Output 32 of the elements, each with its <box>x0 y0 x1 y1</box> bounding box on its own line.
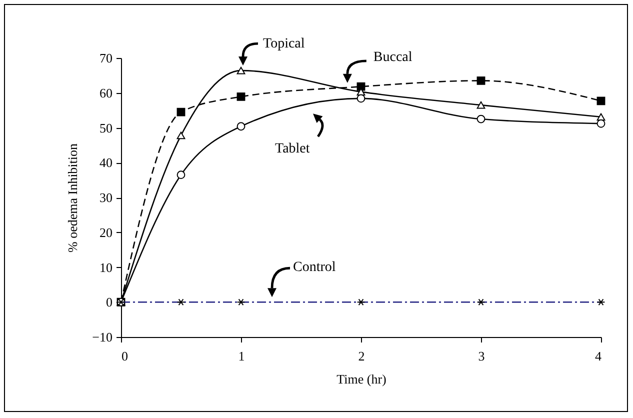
y-axis-title: % oedema Inhibition <box>65 142 80 253</box>
point <box>596 119 606 128</box>
y-tick-label: 70 <box>100 50 112 66</box>
point <box>476 101 486 109</box>
y-tick-label: 60 <box>100 85 112 100</box>
series-label: Buccal <box>373 50 412 65</box>
y-tick-label: 30 <box>100 190 112 205</box>
point <box>236 92 246 101</box>
point <box>236 66 246 74</box>
point <box>176 108 186 116</box>
point <box>596 96 606 106</box>
point <box>356 94 366 103</box>
series-label: Control <box>293 260 336 276</box>
point <box>476 114 486 124</box>
point <box>236 122 246 131</box>
point <box>476 76 486 85</box>
y-tick-label: 0 <box>106 294 112 310</box>
x-axis-title: Time (hr) <box>336 372 386 386</box>
y-tick-label: 40 <box>100 155 112 170</box>
x-tick-label: 4 <box>595 348 602 364</box>
x-tick-label: 2 <box>358 348 365 364</box>
point <box>176 132 186 140</box>
series-label: Tablet <box>275 142 310 157</box>
point <box>176 170 186 180</box>
x-tick-label: 0 <box>122 348 128 364</box>
x-tick-label: 3 <box>478 348 485 364</box>
y-tick-label: 50 <box>100 120 112 136</box>
x-tick-label: 1 <box>238 348 245 364</box>
y-tick-label: 10 <box>100 260 112 275</box>
y-tick-label: 20 <box>100 224 112 240</box>
legend-label: Topical <box>263 36 305 52</box>
y-tick-label: −10 <box>92 330 112 344</box>
